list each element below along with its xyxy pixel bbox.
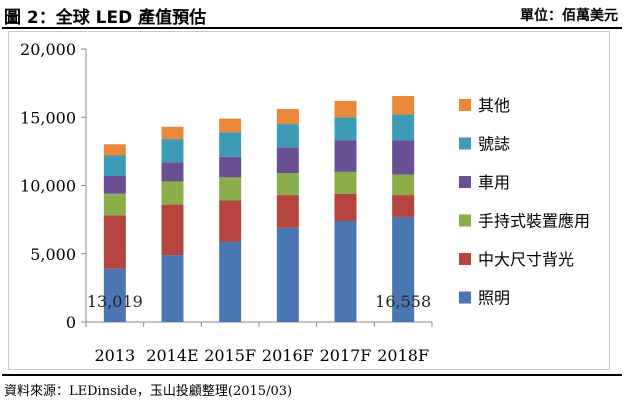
bar-segment	[276, 109, 299, 125]
bar-segment	[103, 215, 126, 269]
legend-label: 照明	[478, 289, 510, 308]
legend-label: 車用	[478, 173, 510, 192]
top-divider	[2, 27, 622, 29]
source-note: 資料來源：LEDinside，玉山投顧整理(2015/03)	[4, 384, 293, 399]
x-tick-label: 2014E	[146, 346, 198, 365]
bar-segment	[392, 195, 415, 217]
chart-header: 圖 2：全球 LED 產值預估 單位：佰萬美元	[0, 0, 624, 28]
bar-segment	[219, 132, 242, 157]
bottom-divider	[2, 374, 622, 376]
chart-title: 圖 2：全球 LED 產值預估	[4, 8, 207, 28]
unit-label: 單位：佰萬美元	[520, 8, 618, 24]
legend-label: 號誌	[478, 135, 510, 154]
y-tick-label: 15,000	[20, 108, 76, 127]
legend-swatch	[459, 253, 471, 265]
bar-segment	[392, 174, 415, 196]
bar-segment	[103, 155, 126, 176]
bar-segment	[334, 193, 357, 221]
data-label: 16,558	[375, 292, 431, 311]
bar-segment	[103, 175, 126, 194]
bar-segment	[219, 200, 242, 242]
bar-segment	[276, 173, 299, 196]
bar-segment	[219, 156, 242, 178]
x-tick-label: 2015F	[204, 346, 256, 365]
bar-segment	[392, 95, 415, 115]
bar-segment	[103, 144, 126, 156]
bar-segment	[219, 241, 242, 322]
bar-segment	[392, 216, 415, 322]
bar-segment	[161, 181, 184, 205]
bar-segment	[276, 195, 299, 228]
data-label: 13,019	[87, 292, 143, 311]
legend-label: 中大尺寸背光	[478, 250, 574, 269]
bar-segment	[392, 140, 415, 175]
y-tick-label: 10,000	[20, 177, 76, 196]
x-tick-label: 2016F	[262, 346, 314, 365]
bar-segment	[219, 177, 242, 201]
legend-label: 其他	[478, 96, 510, 115]
legend-swatch	[459, 176, 471, 188]
legend-swatch	[459, 99, 471, 111]
bar-segment	[392, 114, 415, 141]
y-tick-label: 5,000	[30, 245, 76, 264]
bar-segment	[334, 140, 357, 172]
legend-swatch	[459, 214, 471, 227]
bar-segment	[276, 227, 299, 322]
legend-label: 手持式裝置應用	[478, 212, 590, 231]
bar-segment	[161, 126, 184, 140]
bar-segment	[276, 124, 299, 148]
bar-segment	[334, 117, 357, 141]
bar-segment	[103, 268, 126, 322]
bar-segment	[103, 193, 126, 216]
x-tick-label: 2013	[94, 346, 135, 365]
chart-frame	[8, 31, 610, 370]
bar-segment	[276, 147, 299, 174]
bar-segment	[334, 100, 357, 118]
bar-segment	[334, 220, 357, 322]
bar-segment	[161, 255, 184, 322]
x-tick-label: 2018F	[377, 346, 429, 365]
legend-swatch	[459, 291, 471, 304]
bar-segment	[219, 118, 242, 133]
bar-segment	[334, 171, 357, 194]
bar-segment	[161, 204, 184, 256]
y-tick-label: 20,000	[20, 40, 76, 59]
x-tick-label: 2017F	[320, 346, 372, 365]
y-tick-label: 0	[66, 313, 76, 332]
legend-swatch	[459, 137, 471, 150]
bar-segment	[161, 139, 184, 163]
bar-segment	[161, 162, 184, 182]
